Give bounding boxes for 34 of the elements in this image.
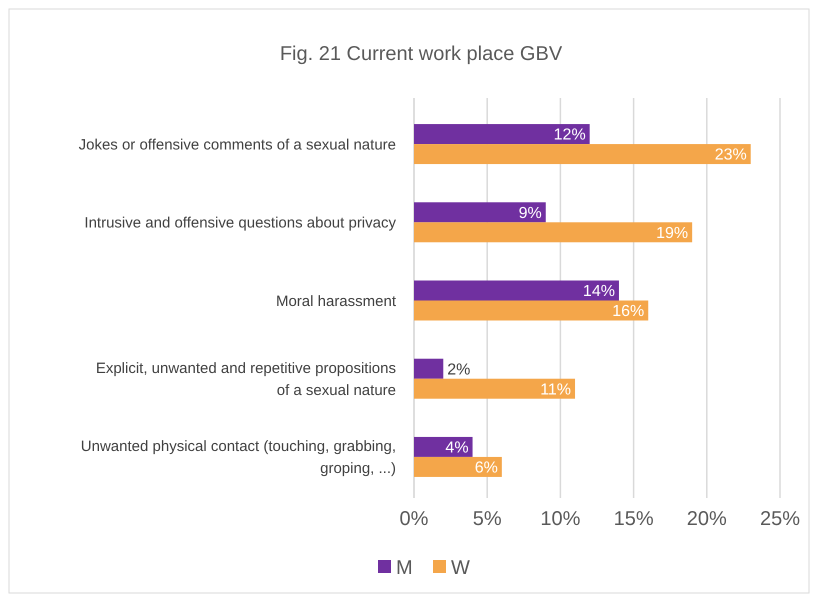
x-tick-label: 15% <box>614 508 654 530</box>
bar <box>414 456 502 477</box>
legend-label: M <box>396 557 413 579</box>
data-label: 12% <box>554 126 586 144</box>
chart-title: Fig. 21 Current work place GBV <box>280 43 563 65</box>
data-label: 16% <box>612 303 644 320</box>
bar <box>414 222 692 242</box>
data-label: 14% <box>582 283 615 300</box>
data-label: 2% <box>447 361 470 378</box>
y-tick-label: Intrusive and offensive questions about privacy <box>84 214 396 232</box>
bar <box>414 358 444 379</box>
y-tick-label: Moral harassment <box>276 292 397 310</box>
y-tick-label: Explicit, unwanted and repetitive propositions of a sexual nature <box>96 360 396 399</box>
y-tick-label: Jokes or offensive comments of a sexual nature <box>78 136 396 154</box>
bar <box>414 300 648 320</box>
x-tick-label: 25% <box>760 508 800 530</box>
data-label: 23% <box>714 146 747 164</box>
x-tick-label: 5% <box>472 508 502 530</box>
bar <box>414 378 576 399</box>
bar <box>414 436 473 457</box>
data-label: 11% <box>540 381 572 398</box>
bar <box>414 144 751 164</box>
y-tick-label: Unwanted physical contact (touching, grabbing, groping, ...) <box>80 438 396 478</box>
x-tick-label: 10% <box>540 508 581 530</box>
data-label: 19% <box>656 224 688 242</box>
data-label: 4% <box>445 440 469 457</box>
data-label: 6% <box>474 460 498 477</box>
x-tick-label: 0% <box>400 508 429 530</box>
bar <box>414 280 619 300</box>
legend-label: W <box>451 557 470 579</box>
bar <box>414 202 546 222</box>
x-tick-label: 20% <box>686 508 728 530</box>
data-label: 9% <box>518 204 542 222</box>
bar <box>414 124 590 144</box>
